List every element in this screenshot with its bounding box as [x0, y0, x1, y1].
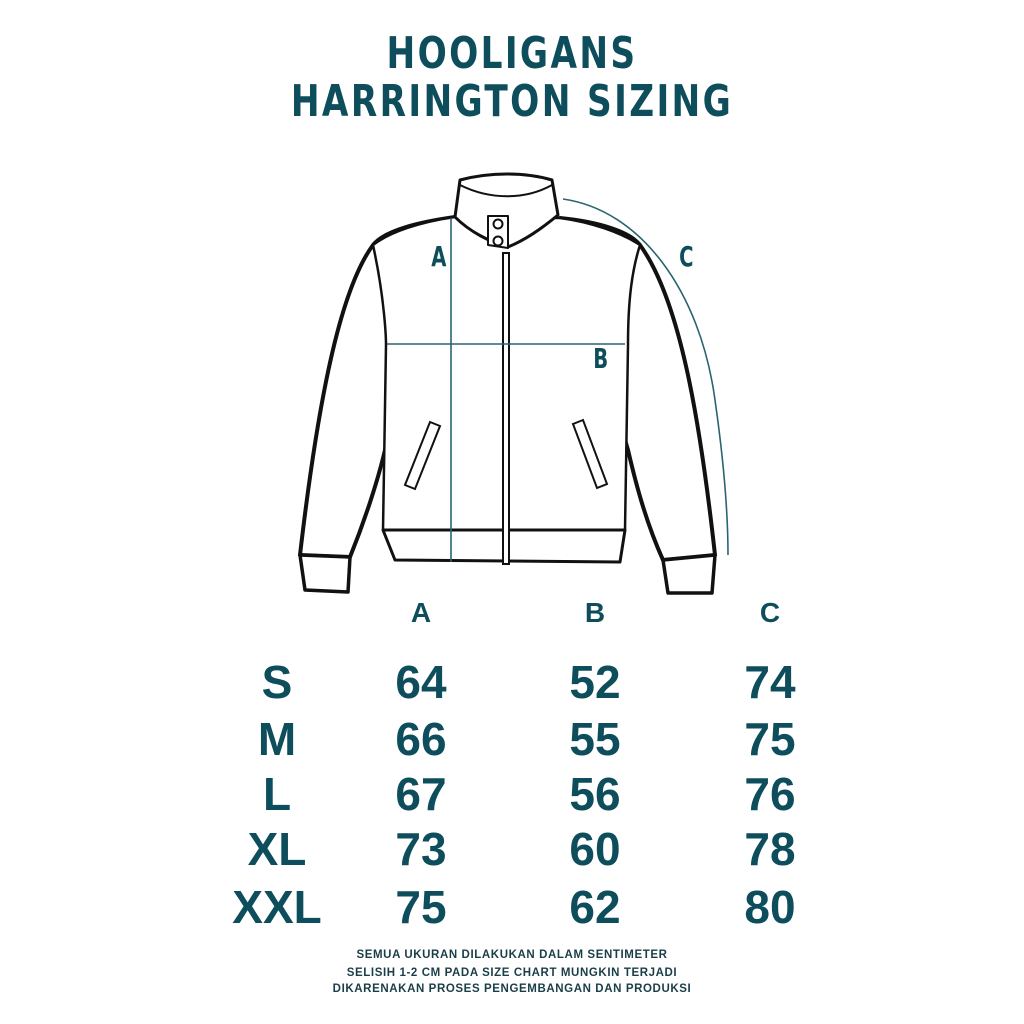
note-line-2: SELISIH 1-2 CM PADA SIZE CHART MUNGKIN T… [346, 967, 678, 979]
value-a: 64 [395, 656, 447, 708]
size-label: L [262, 768, 292, 820]
column-header-b: B [584, 597, 606, 628]
right-pocket [571, 418, 609, 490]
collar-fold [459, 184, 553, 198]
value-c: 80 [744, 881, 796, 933]
value-a: 73 [395, 823, 447, 875]
value-b: 56 [569, 768, 621, 820]
value-c: 74 [744, 656, 796, 708]
size-label: XL [247, 823, 307, 875]
size-label: M [257, 713, 297, 765]
title-line-1: HOOLIGANS [386, 28, 638, 79]
right-cuff [661, 553, 717, 595]
label-a: A [431, 240, 447, 273]
button-icon [492, 218, 504, 230]
title-line-2: HARRINGTON SIZING [290, 76, 734, 127]
note-line-3: DIKARENAKAN PROSES PENGEMBANGAN DAN PROD… [332, 983, 692, 995]
value-a: 66 [395, 713, 447, 765]
value-b: 60 [569, 823, 621, 875]
left-pocket [403, 420, 442, 491]
value-a: 75 [395, 881, 447, 933]
size-label: XXL [232, 881, 322, 933]
column-header-c: C [759, 597, 781, 628]
value-b: 62 [569, 881, 621, 933]
zipper [502, 252, 510, 565]
value-b: 55 [569, 713, 621, 765]
note-line-1: SEMUA UKURAN DILAKUKAN DALAM SENTIMETER [356, 949, 668, 961]
value-c: 76 [744, 768, 796, 820]
button-icon [492, 235, 504, 247]
measure-line-c [562, 198, 729, 556]
value-a: 67 [395, 768, 447, 820]
label-b: B [593, 342, 609, 375]
value-c: 78 [744, 823, 796, 875]
label-c: C [679, 240, 694, 273]
value-c: 75 [744, 713, 796, 765]
size-label: S [261, 656, 293, 708]
column-header-a: A [410, 597, 432, 628]
left-cuff [298, 553, 352, 594]
value-b: 52 [569, 656, 621, 708]
